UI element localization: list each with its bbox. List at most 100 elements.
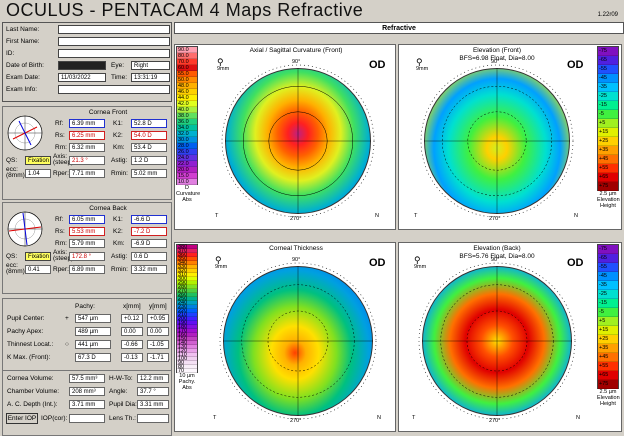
cf-qs-value: Fixation — [25, 156, 51, 165]
cf-rm-label: Rm: — [55, 144, 67, 151]
magnifier-icon[interactable]: ⚲ — [414, 255, 421, 265]
scale-label: 10 µm Pachy. Abs — [176, 373, 198, 391]
scale-tick: 310 — [177, 272, 197, 278]
cf-ecc-value: 1.04 — [25, 169, 51, 178]
pupil-dia-label: Pupil Dia: — [109, 401, 137, 408]
scale-tick: 80.0 — [177, 53, 197, 59]
tab-refractive[interactable]: Refractive — [174, 22, 624, 34]
last-name-field[interactable] — [58, 25, 170, 34]
pachy-row-value: 67.3 D — [75, 353, 111, 362]
scale-tick: 210 — [177, 312, 197, 318]
map-panel-thickness[interactable]: 380 370 360 350 340 330 320 310 300 290 280 270 260 2… — [174, 242, 396, 432]
scale-tick: +35 — [598, 146, 618, 155]
color-scale: -75 -65 -55 -45 -35 -25 -15 -5 +5 +15 +25 +35 +45 +55… — [597, 46, 619, 192]
scale-tick: 130 — [177, 344, 197, 350]
time-field[interactable]: 13:31:19 — [131, 73, 170, 82]
axis-label-bottom: 270° — [489, 418, 501, 424]
pachy-row-x: -0.13 — [121, 353, 143, 362]
dob-field[interactable] — [58, 61, 106, 70]
scale-tick: -75 — [598, 47, 618, 56]
scale-tick: +65 — [598, 371, 618, 380]
color-scale: 90.0 80.0 70.0 60.0 55.0 50.0 48.0 46.0 44.0 42.0… — [176, 46, 198, 186]
scale-tick: +5 — [598, 119, 618, 128]
cb-k2-value: -7.2 D — [131, 227, 167, 236]
patient-box: Last Name: First Name: ID: Date of Birth… — [2, 22, 172, 102]
scale-tick: 50.0 — [177, 77, 197, 83]
exam-date-field[interactable]: 11/03/2022 — [58, 73, 106, 82]
scale-tick: 15.0 — [177, 173, 197, 179]
iop-label: IOP(cor): — [41, 415, 68, 422]
scale-tick: 270 — [177, 288, 197, 294]
eye-field[interactable]: Right — [131, 61, 170, 70]
exam-info-field[interactable] — [58, 85, 170, 94]
scale-tick: -65 — [598, 254, 618, 263]
eye-label: OD — [369, 59, 386, 71]
pachy-row-label: Pupil Center: — [7, 315, 45, 322]
scale-tick: 290 — [177, 280, 197, 286]
volume-section: Cornea Volume: 57.5 mm³ H-W-To: 12.2 mm … — [2, 370, 172, 436]
map-title: Elevation (Front) — [472, 47, 522, 54]
scale-tick: +15 — [598, 128, 618, 137]
enter-iop-button[interactable]: Enter IOP — [6, 413, 38, 424]
magnifier-icon[interactable]: ⚲ — [215, 255, 222, 265]
cf-astig-value: 1.2 D — [131, 156, 167, 165]
cb-qs-label: QS: — [6, 253, 18, 260]
pachy-row-label: K Max. (Front): — [7, 354, 51, 361]
cf-rper-value: 7.71 mm — [69, 169, 105, 178]
axis-label-top: 90° — [292, 257, 301, 263]
cb-ecc-value: 0.41 — [25, 265, 51, 274]
id-field[interactable] — [58, 49, 170, 58]
cf-k2-value: 54.0 D — [131, 131, 167, 140]
map-subtitle: BFS=6.98 Float, Dia=8.00 — [459, 55, 535, 62]
first-name-field[interactable] — [58, 37, 170, 46]
map-title: Elevation (Back) — [473, 245, 521, 252]
scale-tick: 70 — [177, 368, 197, 374]
cornea-front-diagram — [7, 115, 43, 151]
cb-rs-value: 5.53 mm — [69, 227, 105, 236]
magnifier-icon[interactable]: ⚲ — [416, 57, 423, 67]
zoom-label: 9mm — [416, 66, 429, 72]
axis-label-bottom: 270° — [290, 216, 302, 222]
time-label: Time: — [111, 74, 128, 81]
magnifier-icon[interactable]: ⚲ — [217, 57, 224, 67]
scale-tick: +55 — [598, 164, 618, 173]
scale-tick: 170 — [177, 328, 197, 334]
axis-label-top: 90° — [292, 59, 301, 65]
pachy-row-label: Pachy Apex: — [7, 328, 44, 335]
cf-ecc-label: ecc: (8mm) — [6, 166, 25, 179]
cf-axis-label: Axis: (steep) — [53, 153, 74, 166]
scale-tick: 30.0 — [177, 137, 197, 143]
map-panel-axial[interactable]: 90.0 80.0 70.0 60.0 55.0 50.0 48.0 46.0 44.0 42.0… — [174, 44, 396, 230]
left-panel: Last Name: First Name: ID: Date of Birth… — [2, 22, 172, 436]
cb-k2-label: K2: — [113, 228, 123, 235]
version-label: 1.22r09 — [597, 12, 618, 18]
scale-tick: 55.0 — [177, 71, 197, 77]
scale-tick: +15 — [598, 326, 618, 335]
map-title: Axial / Sagittal Curvature (Front) — [249, 47, 343, 54]
scale-tick: 340 — [177, 260, 197, 266]
zoom-label: 9mm — [215, 264, 228, 270]
scale-tick: -25 — [598, 290, 618, 299]
lens-value[interactable] — [137, 414, 169, 423]
cb-rmin-value: 3.32 mm — [131, 265, 167, 274]
cb-rm-value: 5.79 mm — [69, 239, 105, 248]
map-panel-elevation-back[interactable]: -75 -65 -55 -45 -35 -25 -15 -5 +5 +15 +25 +35 +45 +55… — [398, 242, 622, 432]
cf-km-value: 53.4 D — [131, 143, 167, 152]
cf-rf-label: Rf: — [55, 120, 64, 127]
scale-tick: +75 — [598, 380, 618, 389]
map-grid — [225, 68, 371, 214]
pachy-row-y: +0.95 — [147, 314, 169, 323]
scale-tick: 140 — [177, 340, 197, 346]
exam-date-label: Exam Date: — [6, 74, 40, 81]
cornea-back-section: Cornea Back Rf: 6.05 mm K1: -6.6 D Rs: 5… — [2, 202, 172, 294]
axis-label-nasal: N — [576, 415, 580, 421]
lens-label: Lens Th.: — [109, 415, 136, 422]
map-grid — [223, 266, 373, 416]
map-panel-elevation-front[interactable]: -75 -65 -55 -45 -35 -25 -15 -5 +5 +15 +25 +35 +45 +55… — [398, 44, 622, 230]
iop-value[interactable] — [69, 414, 105, 423]
cb-rper-label: Rper: — [53, 266, 69, 273]
axis-label-bottom: 270° — [489, 216, 501, 222]
chamber-volume-value: 208 mm³ — [69, 387, 105, 396]
cf-rmin-label: Rmin: — [111, 170, 128, 177]
cb-rs-label: Rs: — [55, 228, 65, 235]
